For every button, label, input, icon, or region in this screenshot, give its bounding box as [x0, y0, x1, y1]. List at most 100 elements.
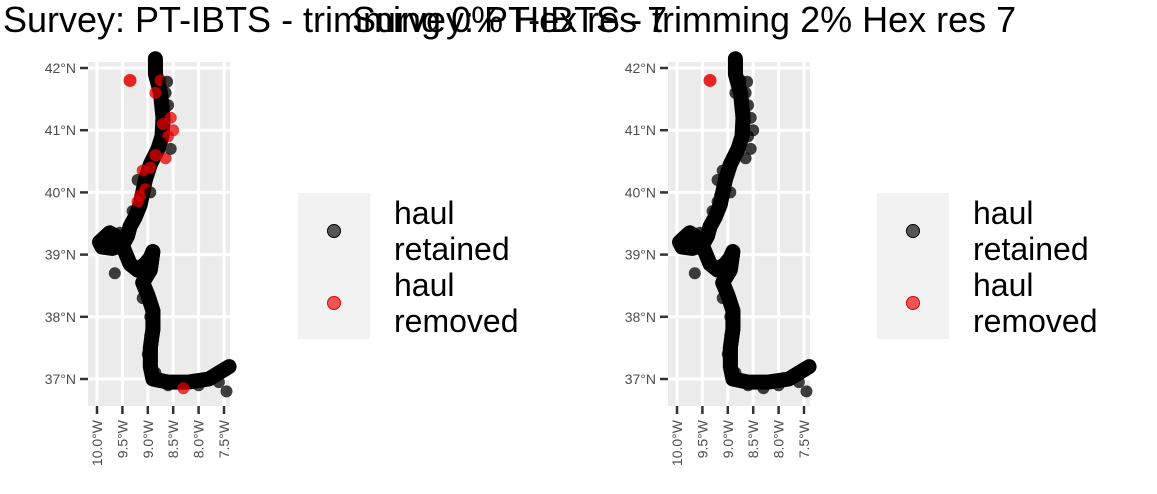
- legend-item-removed: haul removed: [298, 265, 538, 339]
- haul-points: [678, 73, 813, 398]
- haul-retained-point: [742, 99, 755, 112]
- legend-label-line1: haul: [973, 195, 1034, 231]
- legend-label-line1: haul: [394, 267, 455, 303]
- x-tick-label: 8.0°W: [771, 419, 787, 458]
- y-tick-label: 42°N: [45, 60, 76, 76]
- legend-key-removed: [906, 296, 920, 310]
- haul-retained-point: [693, 226, 706, 239]
- haul-removed-point: [703, 73, 717, 87]
- haul-retained-point: [724, 186, 737, 199]
- haul-removed-point: [149, 86, 162, 99]
- haul-retained-point: [113, 226, 126, 239]
- y-tick-label: 39°N: [625, 247, 656, 263]
- haul-retained-point: [144, 310, 157, 323]
- y-tick-label: 37°N: [625, 371, 656, 387]
- haul-retained-point: [192, 379, 205, 392]
- haul-retained-point: [741, 75, 754, 88]
- x-tick-label: 9.0°W: [140, 419, 156, 458]
- haul-removed-point: [159, 152, 172, 165]
- haul-retained-point: [792, 376, 805, 389]
- haul-retained-point: [729, 149, 742, 162]
- legend-item-removed: haul removed: [877, 265, 1117, 339]
- haul-removed-point: [157, 118, 169, 130]
- haul-retained-point: [729, 366, 742, 379]
- x-tick-label: 8.0°W: [191, 419, 207, 458]
- haul-retained-point: [154, 136, 167, 149]
- haul-retained-point: [716, 292, 729, 305]
- haul-points: [98, 73, 233, 398]
- haul-retained-point: [742, 379, 755, 392]
- haul-retained-point: [126, 205, 139, 218]
- haul-retained-point: [161, 75, 174, 88]
- legend-label-line2: removed: [394, 303, 519, 339]
- x-tick-label: 9.5°W: [694, 419, 710, 458]
- y-tick-label: 41°N: [45, 122, 76, 138]
- x-tick-label: 7.5°W: [216, 419, 232, 458]
- legend-key-retained: [906, 224, 920, 238]
- legend: haul retained haul removed: [877, 193, 1117, 339]
- axes: 42°N 41°N 40°N 39°N 38°N 37°N 10.0°W 9.5°W 9.0°W…: [45, 60, 232, 466]
- haul-retained-point: [737, 118, 749, 130]
- legend-item-retained: haul retained: [877, 193, 1117, 267]
- haul-retained-point: [716, 164, 729, 177]
- legend-item-retained: haul retained: [298, 193, 538, 267]
- y-tick-label: 38°N: [45, 309, 76, 325]
- y-tick-label: 38°N: [625, 309, 656, 325]
- legend-label-line2: retained: [394, 231, 510, 267]
- haul-removed-point: [149, 149, 162, 162]
- y-tick-label: 41°N: [625, 122, 656, 138]
- x-tick-label: 9.0°W: [720, 419, 736, 458]
- haul-retained-point: [757, 382, 770, 395]
- haul-retained-point: [711, 195, 724, 208]
- y-tick-label: 40°N: [625, 184, 656, 200]
- legend-key-removed: [327, 296, 341, 310]
- haul-track-outline: [103, 58, 236, 384]
- legend: haul retained haul removed: [298, 193, 538, 339]
- haul-removed-point: [131, 195, 144, 208]
- haul-removed-point: [177, 382, 190, 395]
- haul-retained-point: [144, 186, 157, 199]
- map-plot: 42°N 41°N 40°N 39°N 38°N 37°N 10.0°W 9.5°W 9.0°W…: [625, 51, 817, 466]
- haul-retained-point: [706, 205, 719, 218]
- legend-label-line1: haul: [973, 267, 1034, 303]
- haul-retained-point: [721, 348, 734, 361]
- y-tick-label: 39°N: [45, 247, 76, 263]
- haul-retained-point: [744, 142, 757, 155]
- haul-retained-point: [162, 379, 175, 392]
- haul-retained-point: [159, 86, 172, 99]
- haul-retained-point: [800, 385, 813, 398]
- haul-retained-point: [711, 174, 724, 186]
- haul-retained-point: [162, 99, 175, 112]
- haul-retained-point: [131, 174, 144, 186]
- haul-retained-point: [734, 136, 747, 149]
- x-tick-label: 8.5°W: [165, 419, 181, 458]
- y-tick-label: 37°N: [45, 371, 76, 387]
- haul-retained-point: [108, 267, 121, 280]
- haul-retained-point: [141, 348, 154, 361]
- haul-retained-point: [688, 267, 701, 280]
- haul-retained-point: [149, 366, 162, 379]
- legend-label-line1: haul: [394, 195, 455, 231]
- map-plot: 42°N 41°N 40°N 39°N 38°N 37°N 10.0°W 9.5°W 9.0°W…: [45, 51, 237, 466]
- haul-retained-point: [678, 239, 691, 252]
- legend-label-line2: retained: [973, 231, 1089, 267]
- haul-removed-point: [123, 73, 137, 87]
- panel-title: Survey: PT-IBTS - trimming 2% Hex res 7: [352, 0, 1017, 40]
- axes: 42°N 41°N 40°N 39°N 38°N 37°N 10.0°W 9.5°W 9.0°W…: [625, 60, 812, 466]
- y-tick-label: 40°N: [45, 184, 76, 200]
- haul-retained-point: [212, 376, 225, 389]
- x-tick-label: 8.5°W: [745, 419, 761, 458]
- x-tick-label: 10.0°W: [669, 419, 685, 466]
- x-tick-label: 7.5°W: [796, 419, 812, 458]
- haul-retained-point: [724, 329, 737, 342]
- y-tick-label: 42°N: [625, 60, 656, 76]
- haul-retained-point: [739, 86, 752, 99]
- haul-track-outline: [683, 58, 816, 384]
- haul-retained-point: [98, 239, 111, 252]
- haul-retained-point: [136, 292, 149, 305]
- map-panel-trim-0: 42°N 41°N 40°N 39°N 38°N 37°N 10.0°W 9.5°W 9.0°W…: [3, 0, 667, 466]
- haul-retained-point: [220, 385, 233, 398]
- map-panel-trim-2: 42°N 41°N 40°N 39°N 38°N 37°N 10.0°W 9.5°W 9.0°W…: [352, 0, 1157, 494]
- haul-retained-point: [729, 86, 742, 99]
- legend-label-line2: removed: [973, 303, 1098, 339]
